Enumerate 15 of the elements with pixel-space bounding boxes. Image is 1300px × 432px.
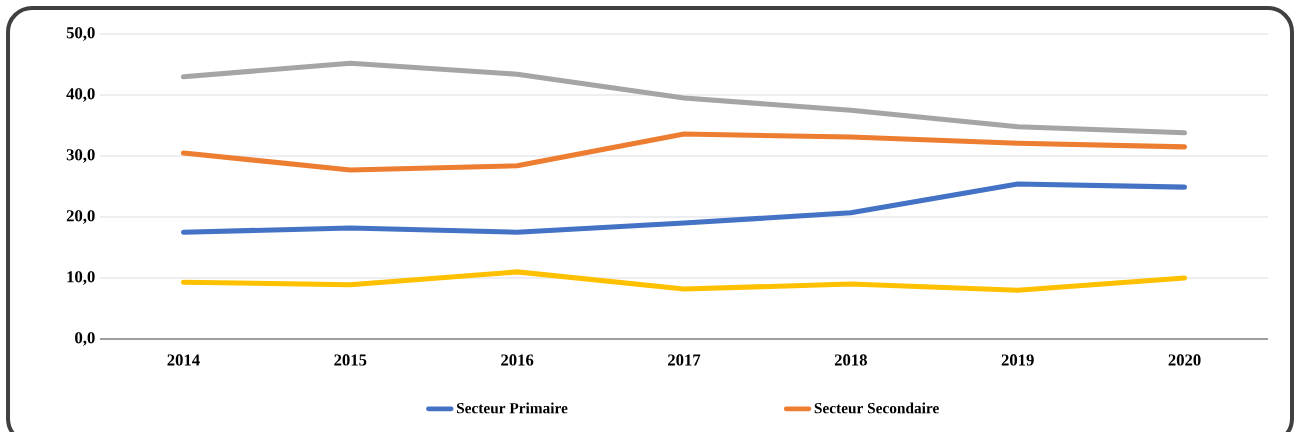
y-tick-label: 30,0	[66, 149, 95, 163]
x-tick-label: 2020	[1168, 354, 1201, 366]
y-tick-label: 50,0	[66, 27, 95, 41]
x-tick-label: 2015	[334, 354, 367, 366]
y-tick-label: 20,0	[66, 210, 95, 224]
legend-label: Secteur Primaire	[456, 402, 568, 414]
x-tick-label: 2019	[1001, 354, 1034, 366]
y-tick-label: 40,0	[66, 88, 95, 102]
x-tick-label: 2014	[167, 354, 200, 366]
y-tick-label: 10,0	[67, 271, 95, 285]
y-tick-label: 0,0	[75, 332, 95, 346]
x-tick-label: 2018	[834, 354, 867, 366]
legend-label: Secteur Secondaire	[814, 402, 939, 414]
x-tick-label: 2016	[501, 354, 534, 366]
x-tick-label: 2017	[668, 354, 701, 366]
